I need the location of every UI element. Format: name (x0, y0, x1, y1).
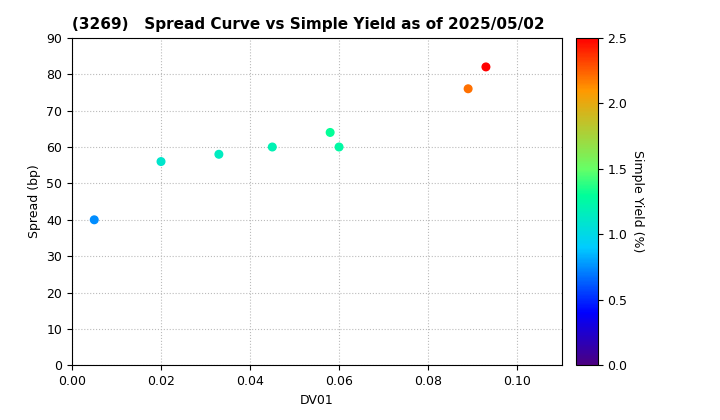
Y-axis label: Simple Yield (%): Simple Yield (%) (631, 150, 644, 253)
Point (325, 129, 336, 136)
Point (213, 151, 225, 158)
Point (156, 158, 167, 165)
Y-axis label: Spread (bp): Spread (bp) (28, 165, 41, 239)
Point (480, 63, 492, 70)
Point (89, 216, 100, 223)
Point (266, 144, 278, 150)
Point (462, 85, 474, 92)
X-axis label: DV01: DV01 (300, 394, 333, 407)
Text: (3269)   Spread Curve vs Simple Yield as of 2025/05/02: (3269) Spread Curve vs Simple Yield as o… (72, 18, 544, 32)
Point (333, 144, 345, 150)
